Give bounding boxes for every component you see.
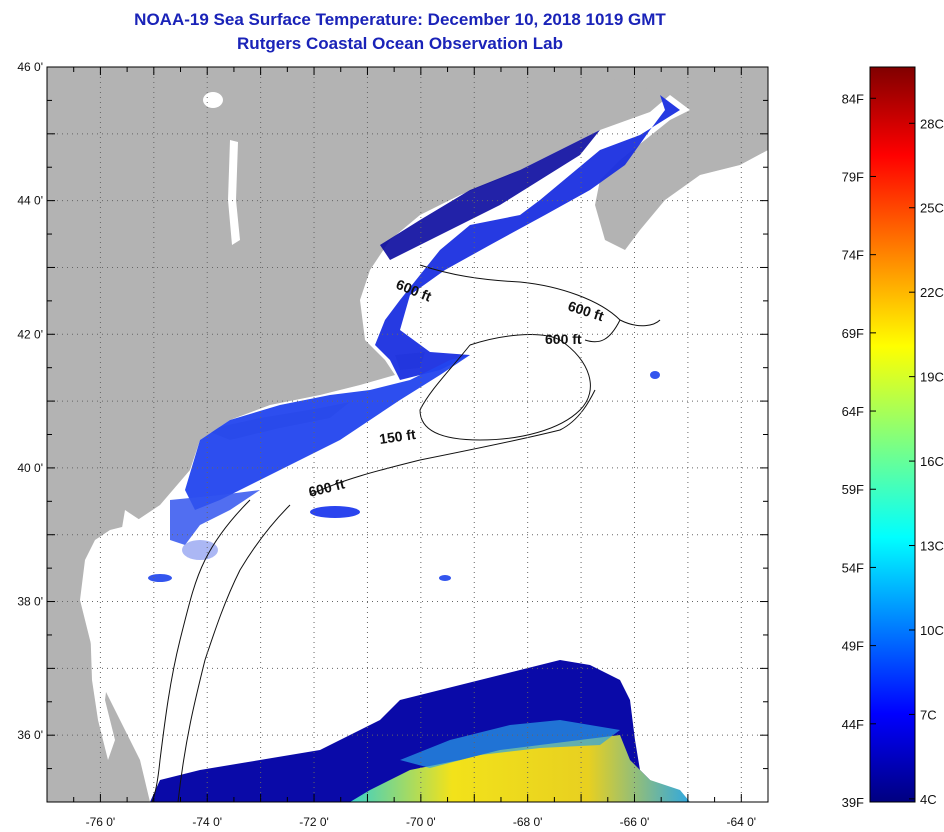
colorbar-c-label: 22C [920, 285, 944, 300]
lon-label: -66 0' [620, 815, 650, 829]
colorbar-c-label: 4C [920, 792, 937, 807]
sst-mid-atlantic [170, 490, 260, 545]
lon-label: -70 0' [406, 815, 436, 829]
longitude-axis: -76 0' -74 0' -72 0' -70 0' -68 0' -66 0' -64 … [46, 67, 769, 829]
lat-label: 42 0' [17, 327, 43, 341]
contour-label-600ft-c: 600 ft [545, 331, 582, 347]
colorbar [869, 66, 916, 803]
bathymetry-contours [151, 264, 661, 802]
chesapeake-bay [88, 560, 115, 760]
contour-shelf-break-600ft [309, 389, 596, 496]
lon-label: -68 0' [513, 815, 543, 829]
sst-coastal-maine [380, 130, 600, 260]
land-nova-scotia [570, 67, 768, 250]
contour-shelf-600ft-south [177, 504, 291, 802]
map-title: NOAA-19 Sea Surface Temperature: Decembe… [134, 10, 666, 29]
colorbar-f-label: 74F [842, 248, 864, 263]
sst-gulf-of-maine [375, 95, 680, 380]
colorbar-c-label: 7C [920, 707, 937, 722]
contour-georges-bank [419, 334, 591, 441]
colorbar-f-label: 44F [842, 717, 864, 732]
lat-label: 44 0' [17, 194, 43, 208]
colorbar-f-label: 84F [842, 91, 864, 106]
contour-label-150ft: 150 ft [378, 426, 417, 447]
contour-600ft-gulf-maine [419, 264, 661, 343]
colorbar-fahrenheit-labels: 84F 79F 74F 69F 64F 59F 54F 49F 44F 39F [842, 91, 876, 810]
colorbar-c-label: 28C [920, 116, 944, 131]
lat-label: 36 0' [17, 728, 43, 742]
colorbar-f-label: 64F [842, 404, 864, 419]
latitude-axis: 46 0' 44 0' 42 0' 40 0' 38 0' 36 0' [17, 60, 768, 803]
colorbar-f-label: 69F [842, 326, 864, 341]
colorbar-f-label: 59F [842, 482, 864, 497]
colorbar-f-label: 54F [842, 560, 864, 575]
contour-shelf-150ft [151, 499, 251, 802]
colorbar-c-label: 10C [920, 623, 944, 638]
colorbar-c-label: 19C [920, 370, 944, 385]
sst-transition-cyan [400, 720, 620, 768]
lon-label: -64 0' [726, 815, 756, 829]
colorbar-c-label: 16C [920, 454, 944, 469]
sst-new-england-shelf [185, 355, 470, 510]
lat-label: 46 0' [17, 60, 43, 74]
colorbar-c-label: 13C [920, 539, 944, 554]
map-subtitle: Rutgers Coastal Ocean Observation Lab [237, 34, 563, 53]
lat-label: 38 0' [17, 595, 43, 609]
colorbar-f-label: 39F [842, 795, 864, 810]
colorbar-f-label: 49F [842, 639, 864, 654]
colorbar-c-label: 25C [920, 201, 944, 216]
lon-label: -76 0' [86, 815, 116, 829]
delaware-bay [120, 510, 140, 570]
lon-label: -74 0' [192, 815, 222, 829]
colorbar-celsius-labels: 28C 25C 22C 19C 16C 13C 10C 7C 4C [909, 116, 944, 807]
lake-champlain [228, 140, 240, 245]
land-us-northeast [47, 67, 670, 802]
graticule [47, 67, 768, 802]
sst-warm-band [350, 735, 690, 802]
lon-label: -72 0' [299, 815, 329, 829]
sst-scattered-patches [148, 371, 660, 582]
inland-lake [203, 92, 223, 108]
lat-label: 40 0' [17, 461, 43, 475]
colorbar-f-label: 79F [842, 169, 864, 184]
